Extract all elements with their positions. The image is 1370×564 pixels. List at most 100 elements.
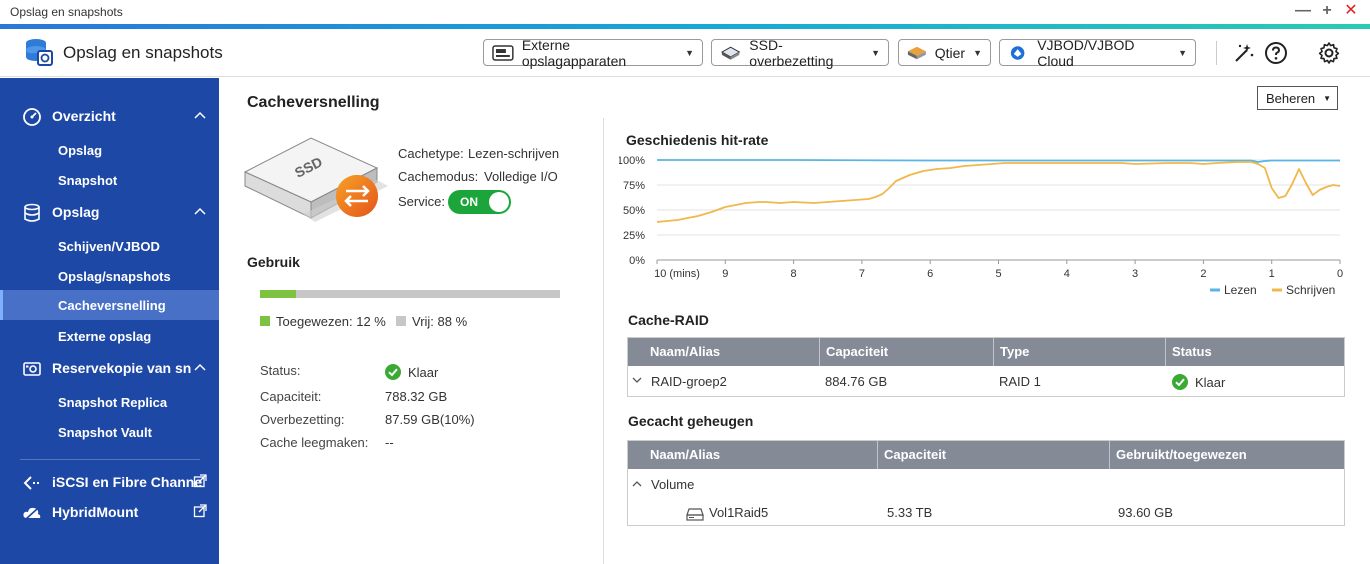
table-header: Naam/Alias Capaciteit Type Status bbox=[628, 338, 1344, 366]
column-header[interactable]: Naam/Alias bbox=[628, 338, 820, 366]
x-tick-label: 6 bbox=[927, 268, 933, 280]
sidebar: Overzicht Opslag Snapshot Opslag Schijve… bbox=[0, 78, 219, 564]
sidebar-section-opslag[interactable]: Opslag bbox=[0, 197, 219, 227]
x-tick-label: 4 bbox=[1064, 268, 1070, 280]
sidebar-item-snapshot-replica[interactable]: Snapshot Replica bbox=[0, 387, 219, 417]
minimize-icon[interactable]: — bbox=[1295, 2, 1311, 19]
app-title: Opslag en snapshots bbox=[63, 43, 223, 62]
sidebar-item-label: Opslag bbox=[58, 143, 103, 158]
cachetype-label: Cachetype: bbox=[398, 146, 464, 161]
sidebar-section-iscsi[interactable]: iSCSI en Fibre Channel bbox=[0, 467, 219, 497]
allocated-legend-swatch bbox=[260, 316, 270, 326]
vjbod-button[interactable]: VJBOD/VJBOD Cloud ▼ bbox=[999, 36, 1196, 69]
vjbod-cloud-icon bbox=[1010, 45, 1025, 60]
chevron-down-icon[interactable] bbox=[632, 375, 642, 385]
toggle-knob bbox=[489, 192, 509, 212]
column-header[interactable]: Naam/Alias bbox=[628, 441, 878, 469]
x-tick-label: 3 bbox=[1132, 268, 1138, 280]
x-tick-label: 1 bbox=[1269, 268, 1275, 280]
qtier-label: Qtier bbox=[934, 44, 966, 61]
raid-name: RAID-groep2 bbox=[651, 374, 727, 389]
sidebar-item-label: Opslag/snapshots bbox=[58, 269, 171, 284]
window-title: Opslag en snapshots bbox=[10, 5, 123, 19]
x-tick-label: 5 bbox=[995, 268, 1001, 280]
iscsi-icon bbox=[23, 476, 39, 490]
sidebar-section-label: Opslag bbox=[52, 204, 100, 220]
service-toggle[interactable]: ON bbox=[448, 190, 511, 214]
sidebar-item-cacheversnelling[interactable]: Cacheversnelling bbox=[0, 290, 219, 320]
maximize-icon[interactable]: + bbox=[1322, 2, 1332, 19]
gear-icon[interactable] bbox=[1317, 41, 1341, 65]
cloud-icon bbox=[23, 507, 41, 520]
external-link-icon bbox=[193, 504, 207, 518]
x-tick-label: 0 bbox=[1337, 268, 1343, 280]
y-tick-label: 100% bbox=[619, 155, 645, 167]
x-tick-label: 7 bbox=[859, 268, 865, 280]
x-tick-label: 10 (mins) bbox=[654, 268, 700, 280]
raid-device-icon bbox=[492, 44, 514, 61]
cache-flush-value: -- bbox=[385, 435, 394, 450]
cache-raid-table: Naam/Alias Capaciteit Type Status RAID-g… bbox=[627, 337, 1345, 397]
series-line-schrijven bbox=[656, 161, 1341, 223]
sidebar-item-schijven[interactable]: Schijven/VJBOD bbox=[0, 231, 219, 261]
sidebar-section-label: Reservekopie van sn... bbox=[52, 360, 192, 376]
chevron-up-icon[interactable] bbox=[632, 479, 642, 489]
free-legend-label: Vrij: 88 % bbox=[412, 314, 468, 329]
sidebar-section-hybridmount[interactable]: HybridMount bbox=[0, 497, 219, 527]
content-divider bbox=[603, 118, 604, 564]
capacity-label: Capaciteit: bbox=[260, 389, 322, 404]
main-content: Cacheversnelling Beheren ▼ SSD Cachetype… bbox=[219, 78, 1370, 564]
group-name: Volume bbox=[651, 477, 695, 492]
sidebar-section-reservekopie[interactable]: Reservekopie van sn... bbox=[0, 353, 219, 383]
column-header[interactable]: Type bbox=[994, 338, 1166, 366]
help-icon[interactable] bbox=[1264, 41, 1288, 65]
sidebar-item-snapshot-vault[interactable]: Snapshot Vault bbox=[0, 417, 219, 447]
external-storage-button[interactable]: Externe opslagapparaten ▼ bbox=[483, 37, 703, 69]
vjbod-label: VJBOD/VJBOD Cloud bbox=[1037, 36, 1135, 69]
x-tick-label: 9 bbox=[722, 268, 728, 280]
app-header: Opslag en snapshots Externe opslagappara… bbox=[0, 29, 1370, 77]
sidebar-item-opslag[interactable]: Opslag bbox=[0, 135, 219, 165]
manage-label: Beheren bbox=[1266, 90, 1316, 106]
sidebar-item-label: Cacheversnelling bbox=[58, 298, 166, 313]
free-legend-swatch bbox=[396, 316, 406, 326]
service-toggle-label: ON bbox=[460, 195, 478, 209]
cache-raid-title: Cache-RAID bbox=[628, 312, 709, 328]
volume-name: Vol1Raid5 bbox=[709, 505, 769, 520]
sidebar-item-label: Schijven/VJBOD bbox=[58, 239, 160, 254]
sidebar-section-overzicht[interactable]: Overzicht bbox=[0, 101, 219, 131]
cachemodus-label: Cachemodus: bbox=[398, 169, 479, 184]
column-header[interactable]: Status bbox=[1172, 344, 1212, 359]
sidebar-item-opslag-snapshots[interactable]: Opslag/snapshots bbox=[0, 261, 219, 291]
column-header[interactable]: Capaciteit bbox=[820, 338, 994, 366]
qtier-icon bbox=[907, 46, 926, 59]
magic-wand-icon[interactable] bbox=[1232, 41, 1256, 65]
ssd-overprovisioning-button[interactable]: SSD-overbezetting ▼ bbox=[711, 36, 889, 69]
dashboard-gauge-icon bbox=[23, 108, 41, 126]
manage-button[interactable]: Beheren ▼ bbox=[1257, 86, 1338, 110]
ssd-overprovisioning-label: SSD-overbezetting bbox=[749, 36, 834, 69]
legend-label: Lezen bbox=[1224, 283, 1257, 297]
chevron-down-icon: ▼ bbox=[685, 47, 694, 58]
usage-bar bbox=[260, 290, 560, 298]
window-titlebar: Opslag en snapshots — + ✕ bbox=[0, 0, 1370, 24]
sidebar-item-externe-opslag[interactable]: Externe opslag bbox=[0, 321, 219, 351]
chart-title: Geschiedenis hit-rate bbox=[626, 132, 769, 148]
sidebar-divider bbox=[20, 459, 200, 460]
y-tick-label: 75% bbox=[623, 180, 645, 192]
ssd-icon bbox=[720, 46, 741, 60]
status-value: Klaar bbox=[408, 365, 439, 380]
column-header[interactable]: Gebruikt/toegewezen bbox=[1116, 447, 1247, 462]
close-icon[interactable]: ✕ bbox=[1344, 2, 1358, 19]
sidebar-item-label: Externe opslag bbox=[58, 329, 152, 344]
column-header[interactable]: Capaciteit bbox=[878, 441, 1110, 469]
qtier-button[interactable]: Qtier ▼ bbox=[898, 39, 991, 66]
raid-status: Klaar bbox=[1195, 375, 1226, 390]
cached-memory-title: Gecacht geheugen bbox=[628, 413, 754, 429]
sidebar-item-snapshot[interactable]: Snapshot bbox=[0, 165, 219, 195]
chevron-down-icon: ▼ bbox=[1178, 47, 1187, 58]
raid-type: RAID 1 bbox=[999, 374, 1041, 389]
allocated-legend-label: Toegewezen: 12 % bbox=[276, 314, 386, 329]
status-label: Status: bbox=[260, 363, 301, 378]
raid-capacity: 884.76 GB bbox=[825, 374, 888, 389]
